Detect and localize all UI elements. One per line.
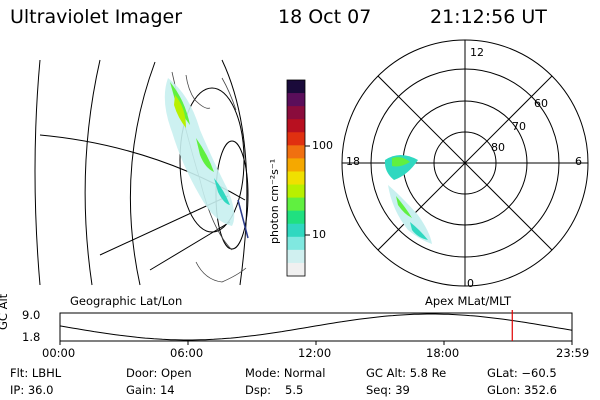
status-seq: Seq: 39 bbox=[366, 383, 410, 397]
colorbar-stripe bbox=[287, 223, 305, 238]
colorbar-tick-10: 10 bbox=[312, 228, 326, 241]
geo-lon-arc-2 bbox=[84, 59, 101, 286]
colorbar-stripe bbox=[287, 80, 305, 94]
mlt-label-6: 6 bbox=[575, 155, 582, 168]
status-mode: Mode: Normal bbox=[245, 366, 326, 380]
alt-tick-1-8: 1.8 bbox=[22, 330, 41, 344]
colorbar-stripe bbox=[287, 106, 305, 120]
instrument-title: Ultraviolet Imager bbox=[10, 6, 183, 28]
status-gc-alt: GC Alt: 5.8 Re bbox=[366, 366, 447, 380]
colorbar-unit-label: photon cm⁻²s⁻¹ bbox=[268, 158, 281, 244]
status-ip: IP: 36.0 bbox=[10, 383, 54, 397]
geo-lon-arc-4 bbox=[221, 59, 248, 286]
gc-alt-axis-label: GC Alt bbox=[0, 293, 10, 330]
geo-aurora bbox=[164, 78, 235, 226]
time-tick-1800: 18:00 bbox=[426, 346, 460, 360]
status-glat: GLat: −60.5 bbox=[487, 366, 557, 380]
colorbar-stripe bbox=[287, 171, 305, 186]
geo-coastline-2 bbox=[185, 74, 211, 109]
colorbar-stripe bbox=[287, 197, 305, 212]
altitude-plot bbox=[59, 310, 573, 345]
geo-coastline-3 bbox=[221, 77, 237, 111]
time-tick-1200: 12:00 bbox=[298, 346, 332, 360]
status-door: Door: Open bbox=[126, 366, 192, 380]
status-dsp-label: Dsp: bbox=[245, 383, 272, 397]
geo-lon-arc-3 bbox=[129, 61, 156, 286]
mlt-label-18: 18 bbox=[346, 155, 360, 168]
lat-label-60: 60 bbox=[534, 97, 548, 110]
date-label: 18 Oct 07 bbox=[278, 6, 372, 28]
polar-aurora bbox=[384, 155, 432, 244]
colorbar-stripe bbox=[287, 132, 305, 146]
geo-coastline-4 bbox=[195, 261, 247, 283]
colorbar-stripe bbox=[287, 158, 305, 173]
status-gain: Gain: 14 bbox=[126, 383, 175, 397]
colorbar-stripe bbox=[287, 93, 305, 107]
geo-panel-label: Geographic Lat/Lon bbox=[70, 294, 183, 308]
colorbar-tick-100: 100 bbox=[312, 139, 333, 152]
colorbar-stripe bbox=[287, 249, 305, 264]
time-tick-2359: 23:59 bbox=[556, 346, 590, 360]
time-tick-0000: 00:00 bbox=[42, 346, 76, 360]
time-tick-0600: 06:00 bbox=[170, 346, 204, 360]
lat-label-80: 80 bbox=[491, 141, 505, 154]
colorbar-stripe bbox=[287, 184, 305, 199]
polar-panel-label: Apex MLat/MLT bbox=[425, 294, 512, 308]
colorbar-stripe bbox=[287, 236, 305, 251]
colorbar bbox=[286, 79, 310, 277]
status-filter: Flt: LBHL bbox=[10, 366, 62, 380]
altitude-curve bbox=[59, 313, 573, 341]
status-dsp-value: 5.5 bbox=[285, 383, 304, 397]
alt-tick-9: 9.0 bbox=[22, 308, 41, 322]
mlt-label-0: 0 bbox=[467, 277, 474, 290]
time-label: 21:12:56 UT bbox=[430, 6, 547, 28]
colorbar-stripe bbox=[287, 145, 305, 159]
colorbar-stripe bbox=[287, 210, 305, 225]
mlt-label-12: 12 bbox=[470, 46, 484, 59]
geo-blue-track bbox=[237, 199, 249, 239]
lat-label-70: 70 bbox=[512, 120, 526, 133]
colorbar-stripe bbox=[287, 119, 305, 133]
geo-lon-arc-1 bbox=[34, 59, 41, 286]
status-glon: GLon: 352.6 bbox=[487, 383, 557, 397]
polar-plot bbox=[341, 39, 589, 287]
colorbar-stripe bbox=[287, 262, 305, 277]
geo-meridian-line-2 bbox=[149, 221, 231, 271]
